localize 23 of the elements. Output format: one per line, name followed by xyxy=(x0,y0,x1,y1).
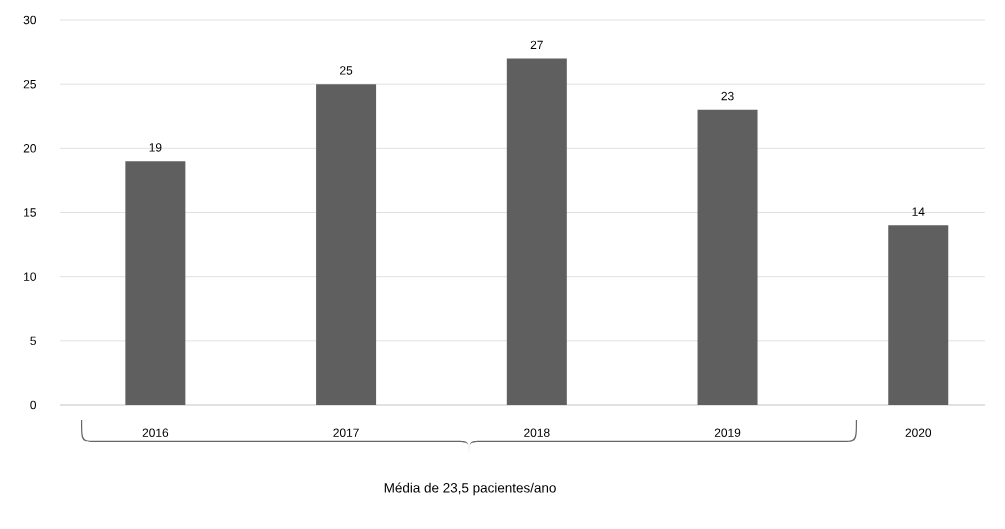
y-tick-label: 0 xyxy=(30,400,37,410)
data-label: 25 xyxy=(340,66,353,75)
y-tick-label: 10 xyxy=(24,272,37,281)
y-tick-label: 30 xyxy=(23,15,37,25)
y-tick-label: 20 xyxy=(23,144,37,153)
text: Média de 23,5 pacientes/ano xyxy=(384,482,556,496)
bar xyxy=(888,225,949,405)
y-tick-label: 25 xyxy=(23,79,36,89)
y-tick-label: 15 xyxy=(24,208,36,217)
bar xyxy=(316,84,377,405)
bar xyxy=(506,58,567,405)
x-tick-label: 2017 xyxy=(333,428,359,437)
x-tick-label: 2016 xyxy=(142,428,169,437)
data-label: 27 xyxy=(530,40,543,49)
data-label: 14 xyxy=(912,207,925,216)
x-tick-label: 2018 xyxy=(524,428,550,437)
bar xyxy=(697,109,758,405)
x-tick-label: 2020 xyxy=(905,428,932,437)
bar xyxy=(125,161,186,405)
x-tick-label: 2019 xyxy=(714,428,741,437)
y-tick-label: 5 xyxy=(30,336,36,345)
data-label: 19 xyxy=(149,143,162,152)
data-label: 23 xyxy=(721,91,734,101)
